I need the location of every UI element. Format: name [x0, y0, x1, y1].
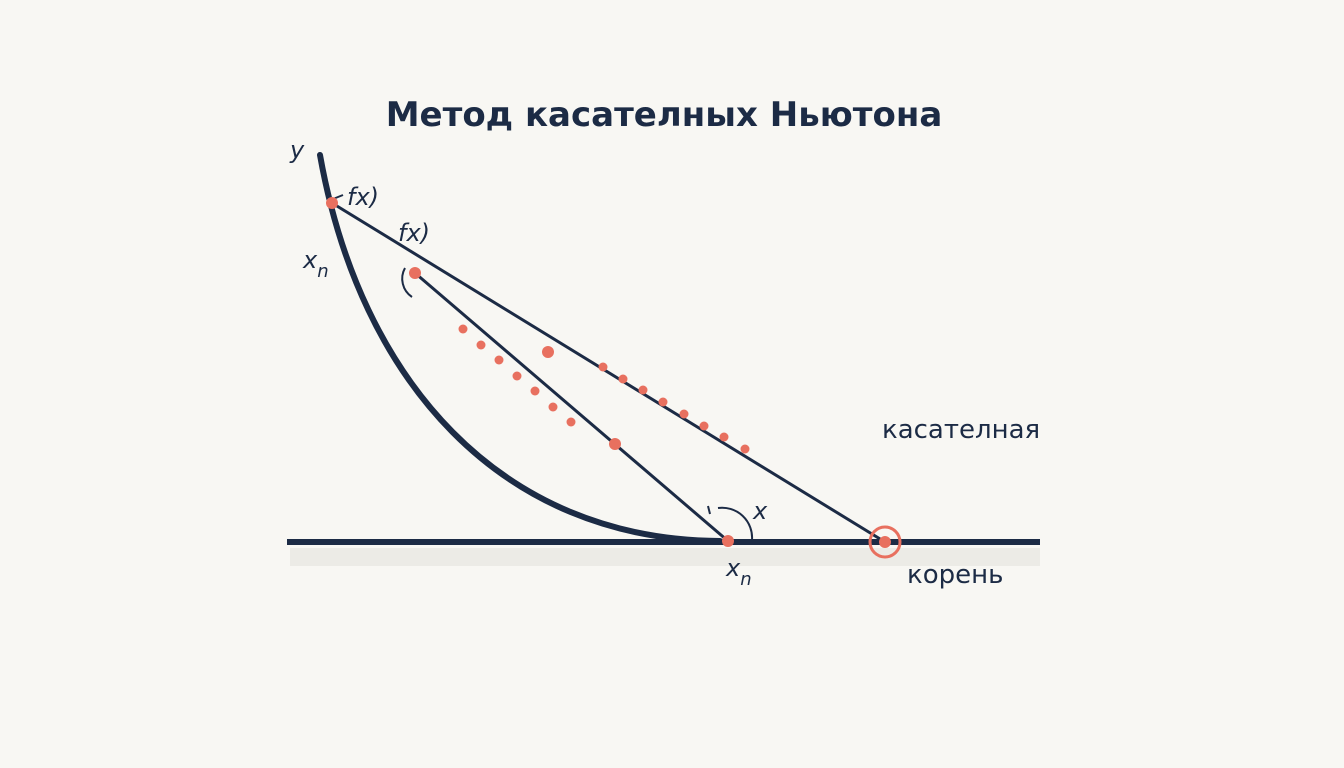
- y-label: y: [289, 136, 305, 164]
- tangent-line: [414, 271, 729, 543]
- title: Метод касателных Ньютона: [386, 95, 943, 135]
- xn-sub: n: [317, 261, 328, 282]
- fx-label: fx): [398, 219, 430, 247]
- root-label: корень: [907, 560, 1003, 590]
- axis-shadow: [290, 548, 1040, 566]
- tangent-label: касателная: [882, 415, 1040, 445]
- x-label: x: [752, 497, 768, 525]
- function-curve: [317, 152, 723, 544]
- fx-label: fx): [347, 183, 379, 211]
- xn-x: x: [725, 554, 741, 582]
- angle-arc: [401, 267, 413, 298]
- dotted-row: [458, 324, 576, 427]
- dotted-row: [598, 362, 750, 454]
- xn-label: xn: [302, 246, 329, 282]
- root-marker: [868, 525, 902, 559]
- points: [326, 197, 891, 548]
- tangent-line: [331, 201, 886, 544]
- xn-x: x: [302, 246, 318, 274]
- xn-sub: n: [740, 569, 751, 590]
- angle-arc: [717, 506, 754, 541]
- xn-label: xn: [725, 554, 752, 590]
- tick: [707, 505, 711, 515]
